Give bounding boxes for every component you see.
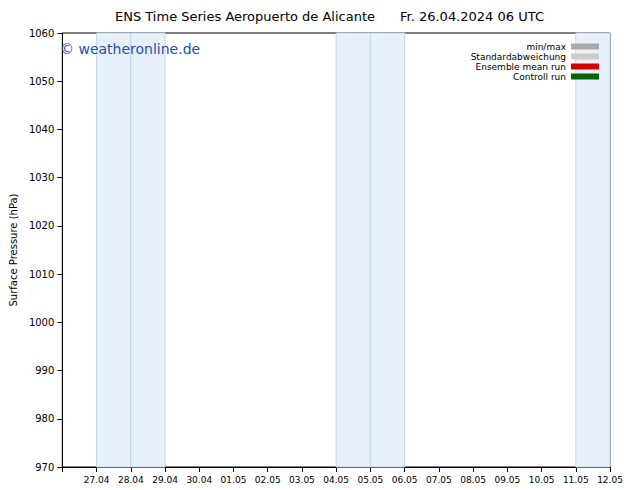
svg-text:Fr. 26.04.2024 06 UTC: Fr. 26.04.2024 06 UTC bbox=[400, 9, 544, 24]
svg-text:28.04: 28.04 bbox=[118, 475, 144, 485]
svg-text:Standardabweichung: Standardabweichung bbox=[471, 52, 566, 62]
svg-text:02.05: 02.05 bbox=[255, 475, 281, 485]
svg-text:ENS Time Series Aeropuerto de: ENS Time Series Aeropuerto de Alicante bbox=[115, 9, 375, 24]
svg-text:10.05: 10.05 bbox=[529, 475, 555, 485]
svg-text:08.05: 08.05 bbox=[460, 475, 486, 485]
svg-text:1050: 1050 bbox=[29, 76, 54, 87]
svg-text:11.05: 11.05 bbox=[563, 475, 589, 485]
svg-text:27.04: 27.04 bbox=[84, 475, 110, 485]
svg-text:970: 970 bbox=[35, 462, 54, 473]
svg-text:05.05: 05.05 bbox=[358, 475, 384, 485]
svg-text:Surface Pressure (hPa): Surface Pressure (hPa) bbox=[8, 193, 19, 306]
svg-text:990: 990 bbox=[35, 365, 54, 376]
svg-text:1060: 1060 bbox=[29, 28, 54, 39]
svg-text:1010: 1010 bbox=[29, 269, 54, 280]
svg-text:1040: 1040 bbox=[29, 124, 54, 135]
svg-text:Ensemble mean run: Ensemble mean run bbox=[476, 62, 567, 72]
svg-text:01.05: 01.05 bbox=[221, 475, 247, 485]
svg-text:1030: 1030 bbox=[29, 172, 54, 183]
svg-text:1000: 1000 bbox=[29, 317, 54, 328]
svg-text:03.05: 03.05 bbox=[289, 475, 315, 485]
svg-text:04.05: 04.05 bbox=[323, 475, 349, 485]
svg-text:Controll run: Controll run bbox=[513, 72, 566, 82]
svg-text:© weatheronline.de: © weatheronline.de bbox=[60, 41, 200, 57]
svg-text:06.05: 06.05 bbox=[392, 475, 418, 485]
svg-text:min/max: min/max bbox=[526, 42, 566, 52]
svg-text:12.05: 12.05 bbox=[597, 475, 623, 485]
svg-text:1020: 1020 bbox=[29, 220, 54, 231]
svg-text:980: 980 bbox=[35, 413, 54, 424]
svg-text:07.05: 07.05 bbox=[426, 475, 452, 485]
svg-text:09.05: 09.05 bbox=[494, 475, 520, 485]
svg-text:30.04: 30.04 bbox=[186, 475, 212, 485]
svg-text:29.04: 29.04 bbox=[152, 475, 178, 485]
